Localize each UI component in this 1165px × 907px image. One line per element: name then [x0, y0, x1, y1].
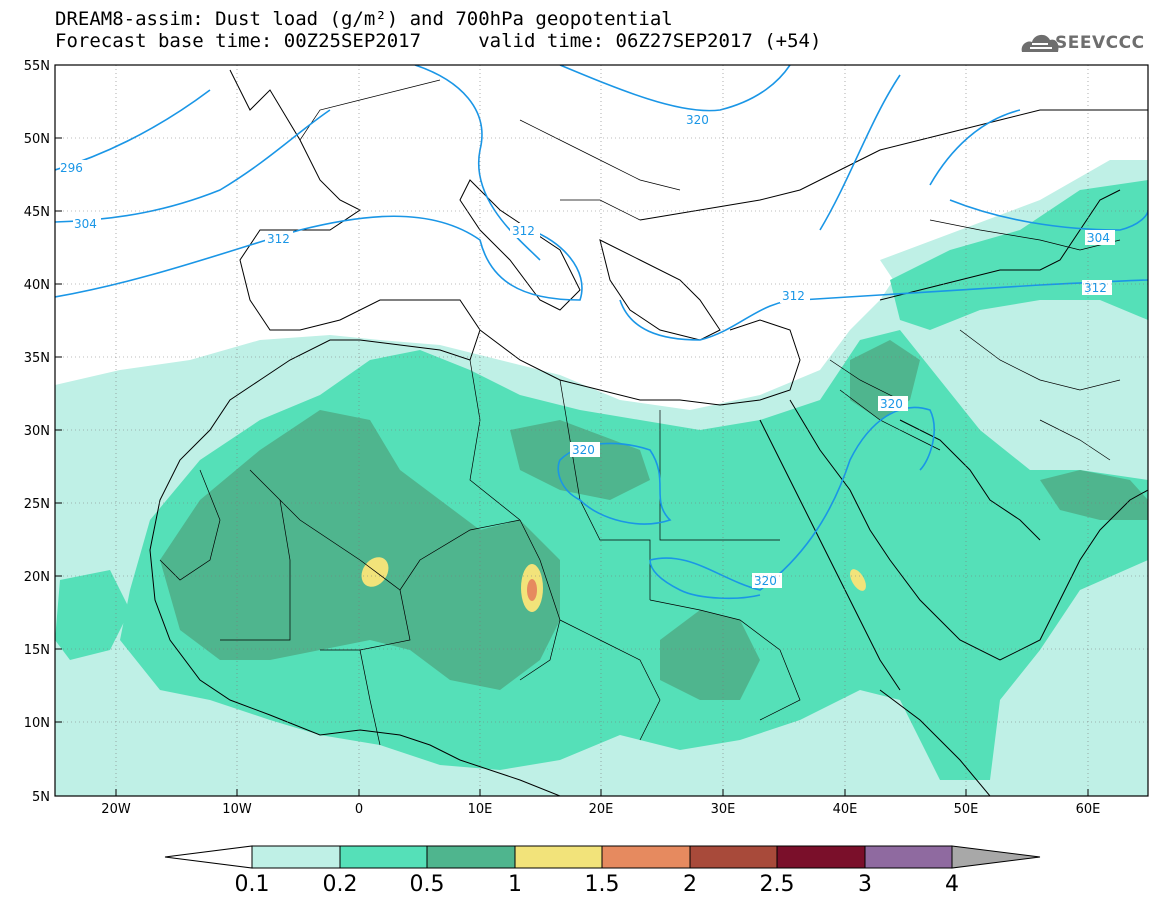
lon-label: 10E — [468, 802, 493, 817]
lon-label: 10W — [222, 802, 252, 817]
lat-label: 55N — [24, 59, 50, 74]
colorbar-segment-0.2 — [339, 845, 428, 869]
colorbar-segment-2.5 — [776, 845, 866, 869]
dust-area-0.5-libya — [510, 420, 650, 500]
colorbar-segment-2 — [689, 845, 778, 869]
contour-label-boxes — [60, 112, 1115, 588]
colorbar-high-arrow — [951, 845, 1041, 869]
lat-label: 5N — [32, 790, 50, 805]
colorbar-segment-0.5 — [426, 845, 516, 869]
geopotential-contours — [55, 65, 1148, 600]
lon-label: 50E — [954, 802, 979, 817]
colorbar-segment-0.1 — [251, 845, 341, 869]
dust-hotspot-mali — [361, 557, 389, 587]
lat-label: 25N — [24, 497, 50, 512]
contour-label-296: 296 — [60, 161, 83, 175]
lon-label: 40E — [833, 802, 858, 817]
lon-label: 60E — [1076, 802, 1101, 817]
lat-label: 30N — [24, 424, 50, 439]
lon-label: 30E — [711, 802, 736, 817]
chart-title: DREAM8-assim: Dust load (g/m²) and 700hP… — [55, 8, 673, 30]
dust-area-atlantic — [55, 570, 130, 660]
colorbar-segment-1.5 — [601, 845, 691, 869]
lon-label: 20E — [589, 802, 614, 817]
lat-label: 10N — [24, 716, 50, 731]
dust-hotspot-niger-core — [527, 579, 537, 601]
colorbar-label: 0.1 — [234, 872, 270, 897]
contour-label-304-east: 304 — [1087, 231, 1110, 245]
country-borders — [159, 79, 1121, 746]
lat-label: 20N — [24, 570, 50, 585]
colorbar-label: 1.5 — [584, 872, 620, 897]
lat-label: 15N — [24, 643, 50, 658]
dust-area-0.5-arabia — [1040, 470, 1148, 520]
colorbar-segment-1 — [514, 845, 603, 869]
colorbar-label: 0.5 — [409, 872, 445, 897]
colorbar-label: 2.5 — [759, 872, 795, 897]
lon-label: 0 — [355, 802, 363, 817]
lat-label: 40N — [24, 278, 50, 293]
lon-label: 20W — [101, 802, 131, 817]
colorbar-segment-3 — [864, 845, 953, 869]
lat-label: 35N — [24, 351, 50, 366]
colorbar — [164, 845, 1041, 869]
contour-label-304: 304 — [74, 217, 97, 231]
contour-label-312-italy: 312 — [512, 224, 535, 238]
colorbar-label: 1 — [508, 872, 522, 897]
tick-marks — [55, 64, 1089, 797]
colorbar-low-arrow — [164, 845, 253, 869]
cloud-logo-icon — [1021, 34, 1059, 52]
chart-subtitle: Forecast base time: 00Z25SEP2017 valid t… — [55, 30, 822, 52]
dust-hotspot-yemen — [850, 569, 866, 591]
colorbar-label: 3 — [858, 872, 872, 897]
contour-label-320-iraq: 320 — [880, 397, 903, 411]
colorbar-label: 0.2 — [322, 872, 358, 897]
contour-label-312-west: 312 — [267, 232, 290, 246]
lat-label: 50N — [24, 132, 50, 147]
logo-text: SEEVCCC — [1055, 33, 1145, 53]
dust-area-0.5-east — [660, 610, 760, 700]
lat-label: 45N — [24, 205, 50, 220]
contour-label-312-east: 312 — [1084, 281, 1107, 295]
colorbar-label: 4 — [945, 872, 959, 897]
contour-label-320-north: 320 — [686, 113, 709, 127]
contour-label-312-turkey: 312 — [782, 289, 805, 303]
contour-label-320-libya: 320 — [572, 443, 595, 457]
contour-label-320-sudan: 320 — [754, 574, 777, 588]
colorbar-label: 2 — [683, 872, 697, 897]
